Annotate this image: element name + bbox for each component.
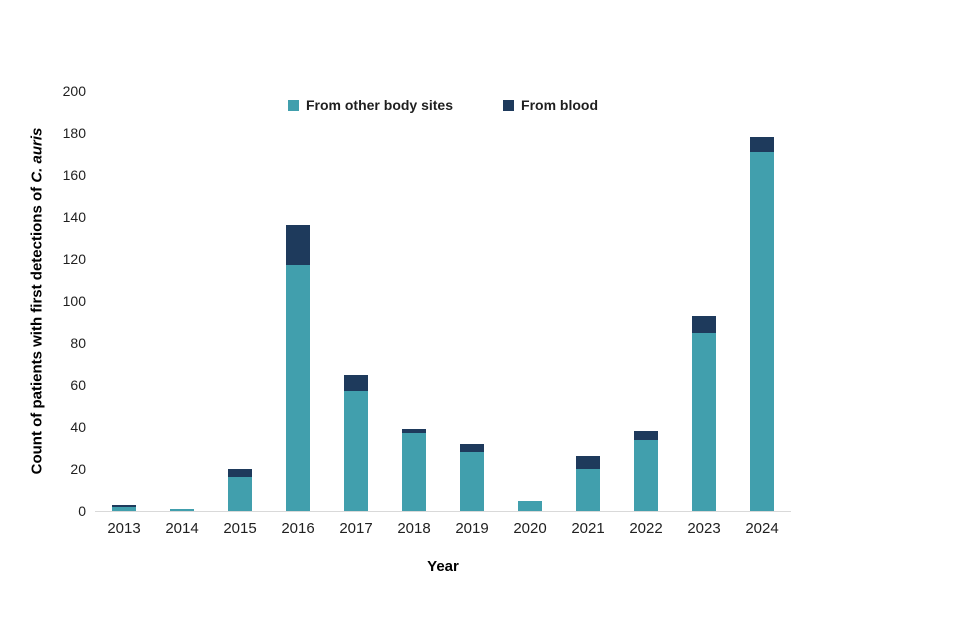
- bar-2023: [692, 315, 716, 511]
- y-axis-ticks: 0 20 40 60 80 100 120 140 160 180 200: [40, 83, 86, 519]
- y-tick-label: 100: [62, 293, 86, 309]
- bar-2024-segment-blood: [750, 137, 774, 152]
- bar-slot: [733, 91, 791, 511]
- x-tick-label: 2013: [107, 520, 141, 537]
- bar-2014-segment-other-body-sites: [170, 508, 194, 511]
- bar-2024: [750, 137, 774, 511]
- x-axis-labels: 2013 2014 2015 2016 2017 2018 2019 2020 2021 2022…: [95, 520, 791, 537]
- bar-slot: [559, 91, 617, 511]
- bar-2018: [402, 429, 426, 511]
- bar-2015-segment-other-body-sites: [228, 477, 252, 511]
- bar-2018-segment-other-body-sites: [402, 433, 426, 511]
- bar-slot: [385, 91, 443, 511]
- x-tick-label: 2023: [687, 520, 721, 537]
- bar-slot: [443, 91, 501, 511]
- x-tick-label: 2019: [455, 520, 489, 537]
- bar-2020: [518, 500, 542, 511]
- bar-2013-segment-blood: [112, 504, 136, 507]
- bar-2017-segment-other-body-sites: [344, 391, 368, 511]
- bar-2017: [344, 374, 368, 511]
- bar-slot: [327, 91, 385, 511]
- bar-2022-segment-other-body-sites: [634, 439, 658, 511]
- bar-2024-segment-other-body-sites: [750, 151, 774, 511]
- y-tick-label: 80: [70, 335, 86, 351]
- legend-swatch: [503, 99, 515, 111]
- bar-2013: [112, 504, 136, 511]
- bar-2022: [634, 431, 658, 511]
- bar-2021-segment-other-body-sites: [576, 469, 600, 511]
- bar-2015: [228, 469, 252, 511]
- bar-2013-segment-other-body-sites: [112, 506, 136, 511]
- y-tick-label: 60: [70, 377, 86, 393]
- bar-2019: [460, 443, 484, 511]
- bar-2021: [576, 456, 600, 511]
- bar-2016-segment-blood: [286, 225, 310, 266]
- y-tick-label: 140: [62, 209, 86, 225]
- bar-slot: [95, 91, 153, 511]
- bar-2017-segment-blood: [344, 374, 368, 392]
- bar-2014: [170, 508, 194, 511]
- x-tick-label: 2022: [629, 520, 663, 537]
- bar-2020-segment-other-body-sites: [518, 500, 542, 511]
- x-tick-label: 2017: [339, 520, 373, 537]
- bar-slot: [617, 91, 675, 511]
- bar-slot: [501, 91, 559, 511]
- legend-item-other-body-sites: From other body sites: [287, 97, 454, 113]
- y-tick-label: 180: [62, 125, 86, 141]
- x-tick-label: 2015: [223, 520, 257, 537]
- legend-label: From other body sites: [305, 97, 454, 113]
- y-tick-label: 120: [62, 251, 86, 267]
- y-tick-label: 200: [62, 83, 86, 99]
- bar-2023-segment-other-body-sites: [692, 332, 716, 511]
- plot-area: [95, 91, 791, 512]
- legend-item-blood: From blood: [503, 97, 598, 113]
- x-tick-label: 2021: [571, 520, 605, 537]
- bar-slot: [211, 91, 269, 511]
- bar-2015-segment-blood: [228, 469, 252, 478]
- x-tick-label: 2014: [165, 520, 199, 537]
- bar-2021-segment-blood: [576, 456, 600, 469]
- y-tick-label: 0: [78, 503, 86, 519]
- x-tick-label: 2024: [745, 520, 779, 537]
- bar-slot: [269, 91, 327, 511]
- bar-slot: [675, 91, 733, 511]
- bar-2018-segment-blood: [402, 429, 426, 434]
- y-tick-label: 160: [62, 167, 86, 183]
- bar-2016-segment-other-body-sites: [286, 265, 310, 511]
- y-tick-label: 20: [70, 461, 86, 477]
- x-tick-label: 2020: [513, 520, 547, 537]
- bar-slot: [153, 91, 211, 511]
- legend-swatch: [287, 99, 299, 111]
- x-tick-label: 2016: [281, 520, 315, 537]
- x-axis-title: Year: [427, 558, 459, 575]
- legend-label: From blood: [521, 97, 599, 113]
- bar-2019-segment-blood: [460, 443, 484, 453]
- bar-2019-segment-other-body-sites: [460, 452, 484, 511]
- x-tick-label: 2018: [397, 520, 431, 537]
- bar-2023-segment-blood: [692, 315, 716, 333]
- chart-legend: From other body sites From blood: [95, 97, 791, 113]
- y-tick-label: 40: [70, 419, 86, 435]
- bar-2022-segment-blood: [634, 431, 658, 440]
- bar-2016: [286, 225, 310, 511]
